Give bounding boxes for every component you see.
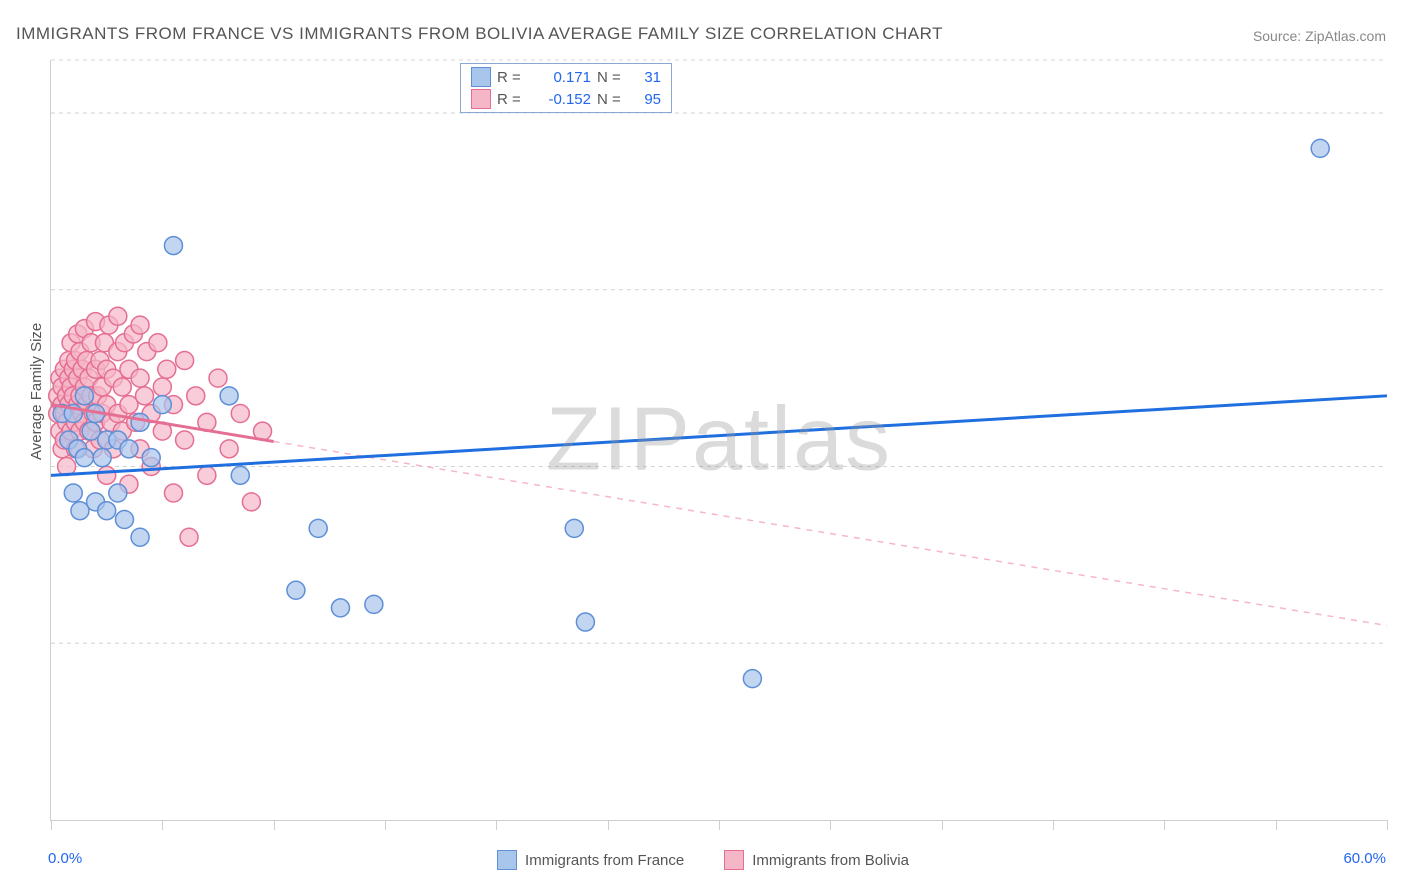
legend-item-bolivia: Immigrants from Bolivia (724, 850, 909, 870)
r-label: R = (497, 69, 525, 86)
series-legend: Immigrants from France Immigrants from B… (0, 850, 1406, 870)
swatch-france-bottom (497, 850, 517, 870)
r-value-bolivia: -0.152 (531, 91, 591, 108)
series-name-bolivia: Immigrants from Bolivia (752, 852, 909, 869)
chart-title: IMMIGRANTS FROM FRANCE VS IMMIGRANTS FRO… (16, 24, 943, 44)
plot-area: ZIPatlas 2.003.004.005.00 (50, 60, 1387, 821)
swatch-bolivia (471, 89, 491, 109)
source-name: ZipAtlas.com (1305, 28, 1386, 44)
legend-item-france: Immigrants from France (497, 850, 684, 870)
swatch-bolivia-bottom (724, 850, 744, 870)
series-name-france: Immigrants from France (525, 852, 684, 869)
chart-svg (51, 60, 1387, 820)
source-label: Source: ZipAtlas.com (1253, 28, 1386, 44)
r-value-france: 0.171 (531, 69, 591, 86)
n-value-bolivia: 95 (631, 91, 661, 108)
y-axis-label: Average Family Size (28, 323, 45, 460)
n-value-france: 31 (631, 69, 661, 86)
chart-container: IMMIGRANTS FROM FRANCE VS IMMIGRANTS FRO… (0, 0, 1406, 892)
legend-row-bolivia: R = -0.152 N = 95 (461, 88, 671, 110)
n-label: N = (597, 69, 625, 86)
correlation-legend: R = 0.171 N = 31 R = -0.152 N = 95 (460, 63, 672, 113)
source-prefix: Source: (1253, 28, 1305, 44)
legend-row-france: R = 0.171 N = 31 (461, 66, 671, 88)
swatch-france (471, 67, 491, 87)
r-label: R = (497, 91, 525, 108)
n-label: N = (597, 91, 625, 108)
